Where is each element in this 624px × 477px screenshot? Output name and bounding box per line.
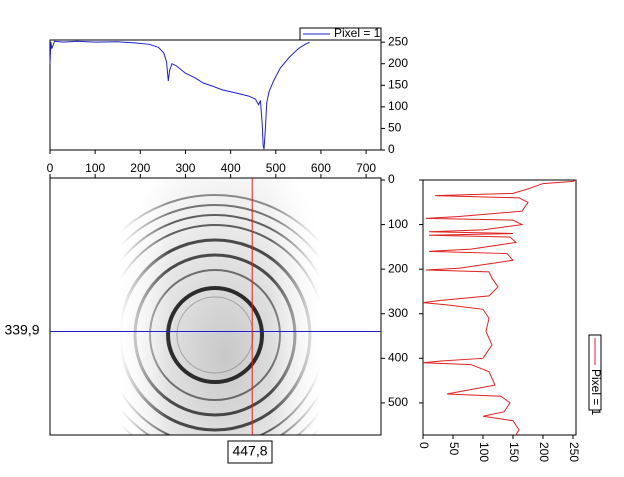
x-tick-label: 0 — [47, 161, 54, 175]
x-tick-label: 200 — [537, 442, 551, 462]
y-tick-label: 400 — [388, 350, 408, 364]
y-tick-label: 100 — [388, 99, 408, 113]
y-tick-label: 200 — [388, 261, 408, 275]
x-tick-label: 0 — [417, 442, 431, 449]
y-tick-label: 300 — [388, 306, 408, 320]
right-plot-frame — [422, 179, 577, 436]
y-tick-label: 100 — [388, 217, 408, 231]
x-tick-label: 700 — [356, 161, 376, 175]
x-tick-label: 150 — [507, 442, 521, 462]
x-tick-label: 250 — [567, 442, 581, 462]
profile-line — [422, 179, 577, 436]
x-tick-label: 400 — [221, 161, 241, 175]
diffraction-image — [50, 178, 381, 435]
x-tick-label: 50 — [447, 442, 461, 456]
y-tick-label: 200 — [388, 56, 408, 70]
cursor-y-label: 339,9 — [4, 322, 39, 338]
y-tick-label: 0 — [388, 142, 395, 156]
y-tick-label: 0 — [388, 172, 395, 186]
x-tick-label: 600 — [311, 161, 331, 175]
y-tick-label: 50 — [388, 121, 402, 135]
x-tick-label: 100 — [85, 161, 105, 175]
y-tick-label: 250 — [388, 34, 408, 48]
x-tick-label: 300 — [175, 161, 195, 175]
right-legend — [588, 334, 602, 411]
y-tick-label: 500 — [388, 395, 408, 409]
x-tick-label: 200 — [130, 161, 150, 175]
top-plot-frame — [49, 39, 382, 151]
top-legend — [299, 27, 382, 41]
legend-label: Pixel = 1 — [334, 26, 381, 40]
x-tick-label: 500 — [266, 161, 286, 175]
image-frame — [49, 177, 382, 436]
cursor-x-box — [227, 440, 273, 464]
legend-label: Pixel = 1 — [589, 369, 603, 416]
x-tick-label: 100 — [477, 442, 491, 462]
cursor-x-label: 447,8 — [232, 443, 267, 459]
profile-line — [49, 40, 310, 150]
y-tick-label: 150 — [388, 77, 408, 91]
